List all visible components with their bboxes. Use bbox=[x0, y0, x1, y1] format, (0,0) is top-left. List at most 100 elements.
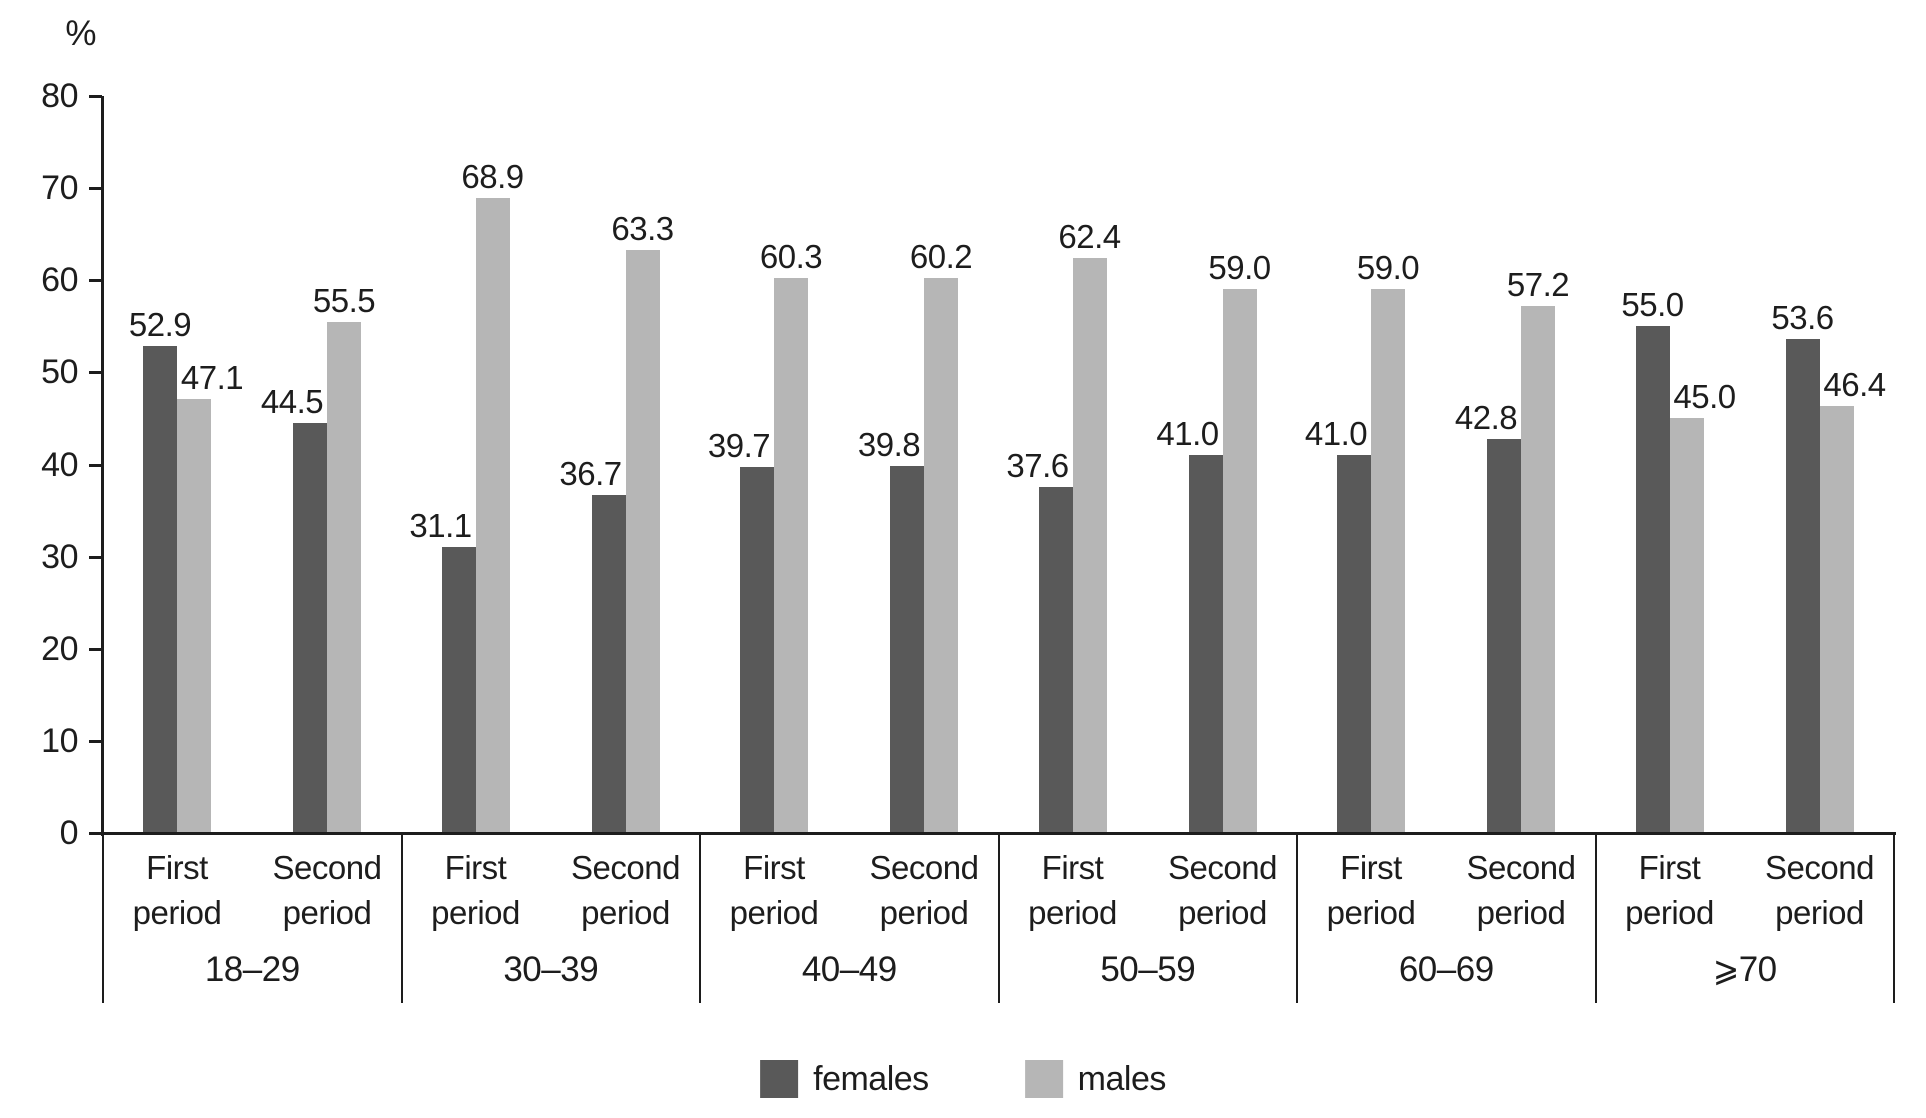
age-group-label: 18–29 bbox=[204, 950, 300, 989]
bar-males bbox=[625, 249, 660, 833]
bar-value-label: 36.7 bbox=[559, 454, 622, 492]
bar-value-label: 59.0 bbox=[1356, 249, 1420, 287]
y-tick-label: 20 bbox=[41, 629, 78, 668]
bar-value-label: 39.7 bbox=[707, 427, 771, 465]
bar-value-label: 31.1 bbox=[409, 506, 472, 544]
bar-value-label: 57.2 bbox=[1506, 266, 1570, 304]
bar-females bbox=[1487, 438, 1521, 833]
age-group-label: ⩾70 bbox=[1712, 950, 1777, 989]
bar-males bbox=[774, 277, 808, 833]
bar-value-label: 55.5 bbox=[312, 281, 376, 319]
legend-item-males: males bbox=[1024, 1060, 1167, 1098]
age-group-label: 40–49 bbox=[801, 950, 897, 989]
legend-label: males bbox=[1077, 1060, 1167, 1098]
bar-males bbox=[1669, 418, 1704, 833]
y-tick bbox=[89, 463, 102, 467]
y-tick-label: 40 bbox=[41, 445, 78, 484]
bar-value-label: 60.3 bbox=[759, 237, 823, 275]
y-tick-label: 50 bbox=[41, 353, 78, 392]
y-axis-line bbox=[101, 96, 104, 836]
legend-item-females: females bbox=[760, 1060, 929, 1098]
bar-females bbox=[1635, 326, 1670, 833]
bar-value-label: 39.8 bbox=[857, 426, 921, 464]
bar-value-label: 60.2 bbox=[909, 238, 973, 276]
bar-value-label: 42.8 bbox=[1454, 398, 1518, 436]
y-tick-label: 60 bbox=[41, 261, 78, 300]
bar-value-label: 62.4 bbox=[1058, 218, 1121, 256]
bar-males bbox=[475, 198, 510, 833]
bar-males bbox=[924, 278, 958, 833]
bar-females bbox=[441, 546, 476, 833]
group-divider bbox=[1296, 833, 1298, 1003]
y-tick bbox=[89, 187, 102, 191]
period-label: First period bbox=[1625, 849, 1714, 931]
legend: females males bbox=[760, 1060, 1166, 1098]
y-tick bbox=[89, 279, 102, 283]
y-tick-label: 80 bbox=[41, 77, 78, 115]
bar-value-label: 52.9 bbox=[128, 305, 192, 343]
group-divider bbox=[1893, 833, 1895, 1003]
bar-females bbox=[890, 466, 924, 833]
bar-males bbox=[177, 399, 211, 833]
y-tick-label: 10 bbox=[41, 721, 78, 760]
bar-value-label: 37.6 bbox=[1006, 446, 1069, 484]
period-label: First period bbox=[729, 849, 819, 931]
bar-value-label: 63.3 bbox=[611, 209, 674, 247]
y-tick bbox=[89, 371, 102, 375]
bar-value-label: 44.5 bbox=[260, 383, 324, 421]
bar-value-label: 47.1 bbox=[180, 359, 244, 397]
period-label: First period bbox=[1326, 849, 1416, 931]
group-divider bbox=[699, 833, 701, 1003]
bar-females bbox=[293, 423, 327, 833]
group-divider bbox=[1594, 833, 1597, 1003]
age-group-label: 50–59 bbox=[1100, 950, 1196, 989]
group-divider bbox=[400, 833, 403, 1003]
y-tick-label: 70 bbox=[41, 169, 78, 208]
bar-males bbox=[1371, 289, 1405, 833]
bar-value-label: 45.0 bbox=[1673, 378, 1736, 416]
plot-area: 52.9 47.1 44.5 55.5 31.1 68.9 36.7 63.3 39.7 60.3… bbox=[103, 96, 1894, 833]
bar-females bbox=[1188, 455, 1223, 833]
age-group-label: 60–69 bbox=[1398, 950, 1494, 989]
bar-females bbox=[1785, 339, 1820, 833]
bar-value-label: 59.0 bbox=[1208, 249, 1271, 287]
period-label: First period bbox=[431, 849, 520, 931]
y-axis-unit-label: % bbox=[65, 14, 96, 53]
group-divider bbox=[997, 833, 1000, 1003]
bar-males bbox=[1819, 405, 1854, 833]
bar-females bbox=[1337, 455, 1371, 833]
age-group-label: 30–39 bbox=[503, 950, 599, 989]
y-tick bbox=[89, 647, 102, 651]
bar-females bbox=[143, 345, 177, 833]
bar-males bbox=[327, 321, 361, 833]
bar-males bbox=[1521, 306, 1555, 833]
bar-value-label: 68.9 bbox=[461, 158, 524, 196]
group-divider bbox=[102, 833, 104, 1003]
y-tick bbox=[89, 832, 102, 835]
bar-females bbox=[1038, 486, 1073, 833]
bar-value-label: 55.0 bbox=[1621, 286, 1684, 324]
period-label: Second period bbox=[1765, 849, 1874, 931]
legend-swatch-females-icon bbox=[760, 1060, 799, 1098]
period-label: Second period bbox=[1466, 849, 1576, 931]
legend-label: females bbox=[813, 1060, 929, 1098]
period-label: Second period bbox=[272, 849, 382, 931]
y-tick-label: 0 bbox=[59, 814, 79, 852]
bar-value-label: 46.4 bbox=[1823, 365, 1886, 403]
period-label: Second period bbox=[869, 849, 979, 931]
y-tick-label: 30 bbox=[41, 537, 78, 576]
bar-males bbox=[1222, 289, 1257, 833]
bar-females bbox=[740, 467, 774, 833]
bar-value-label: 41.0 bbox=[1304, 415, 1368, 453]
y-tick bbox=[89, 95, 102, 98]
bar-value-label: 53.6 bbox=[1771, 299, 1834, 337]
bar-females bbox=[591, 494, 626, 833]
period-label: First period bbox=[132, 849, 222, 931]
period-label: Second period bbox=[571, 849, 680, 931]
bar-value-label: 41.0 bbox=[1156, 415, 1219, 453]
y-tick bbox=[89, 739, 102, 743]
bar-males bbox=[1072, 258, 1107, 833]
legend-swatch-males-icon bbox=[1024, 1060, 1063, 1098]
period-label: Second period bbox=[1168, 849, 1277, 931]
